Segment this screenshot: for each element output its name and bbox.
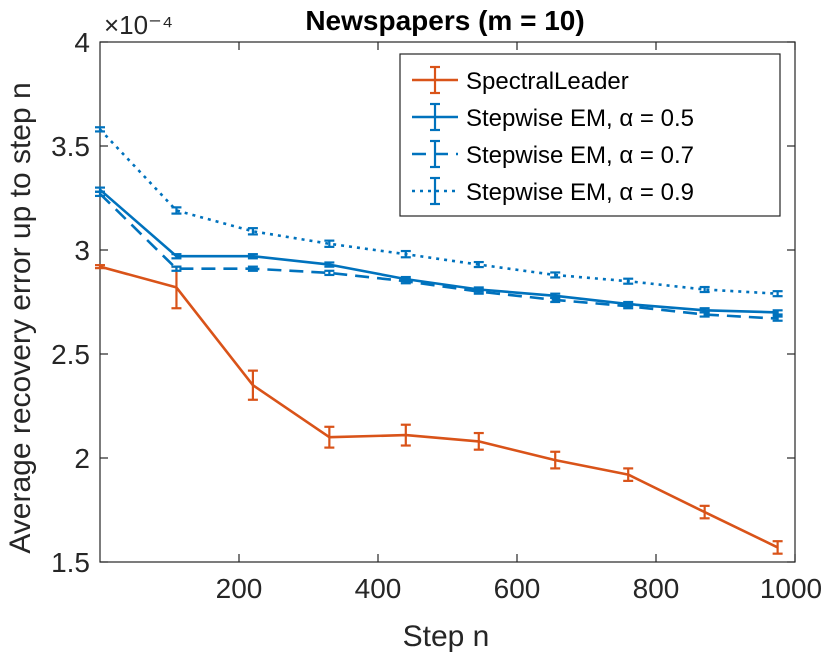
axes-box (99, 41, 796, 563)
y-axis-label: Average recovery error up to step n (4, 82, 37, 553)
x-tick-label: 600 (494, 573, 541, 604)
legend-box (399, 53, 781, 217)
y-tick-label: 2.5 (51, 339, 90, 370)
legend-label-2: Stepwise EM, α = 0.7 (466, 142, 694, 169)
x-axis-label: Step n (403, 620, 490, 653)
y-tick-label: 1.5 (51, 547, 90, 578)
y-tick-label: 4 (74, 27, 90, 58)
series-line-0 (99, 265, 779, 549)
y-tick-label: 3.5 (51, 131, 90, 162)
x-tick-label: 400 (355, 573, 402, 604)
plot-area: 200 400 600 800 1000 1.5 2 2.5 3 3.5 4 (51, 27, 822, 604)
legend-label-1: Stepwise EM, α = 0.5 (466, 105, 694, 132)
chart-title: Newspapers (m = 10) (305, 5, 584, 36)
x-tick-label: 200 (216, 573, 263, 604)
y-axis-exponent: ×10⁻⁴ (104, 10, 173, 40)
legend-label-0: SpectralLeader (466, 68, 629, 95)
x-tick-label: 1000 (760, 573, 822, 604)
legend-label-3: Stepwise EM, α = 0.9 (466, 179, 694, 206)
y-tick-label: 3 (74, 235, 90, 266)
y-tick-label: 2 (74, 443, 90, 474)
x-tick-label: 800 (633, 573, 680, 604)
series-line-2 (99, 192, 778, 320)
series-line-1 (99, 188, 778, 314)
legend: SpectralLeader Stepwise EM, α = 0.5 Stepwi… (399, 53, 781, 217)
